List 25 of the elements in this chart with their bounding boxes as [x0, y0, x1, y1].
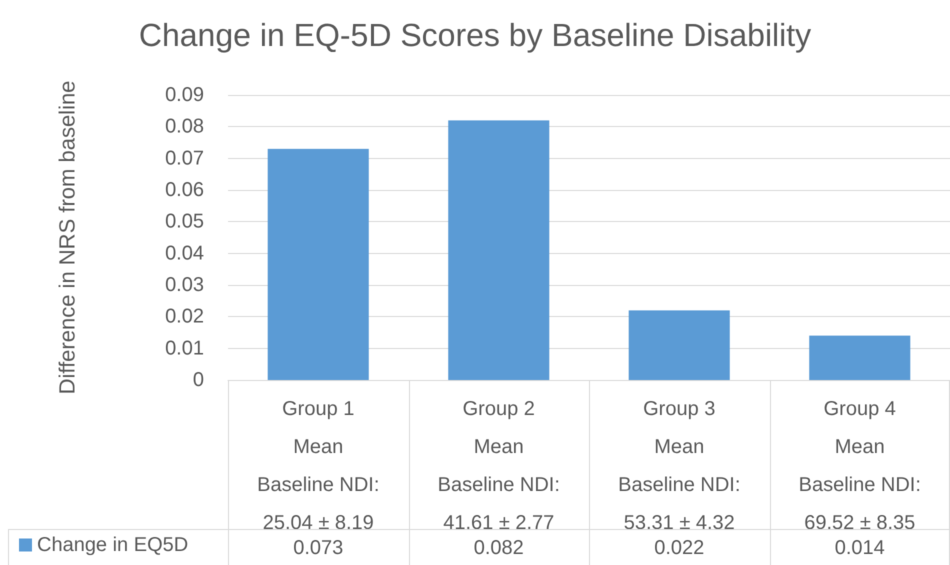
x-tick-label: Group 1 Mean Baseline NDI: 25.04 ± 8.19 — [257, 398, 380, 534]
y-axis-title: Difference in NRS from baseline — [54, 80, 80, 394]
data-label: 0.073 — [293, 537, 344, 559]
data-label: 0.014 — [834, 537, 885, 559]
y-tick-label: 0.04 — [165, 242, 204, 264]
data-label: 0.082 — [474, 537, 524, 559]
x-tick-label: Group 3 Mean Baseline NDI: 53.31 ± 4.32 — [618, 398, 740, 534]
y-tick-label: 0.03 — [165, 274, 204, 296]
legend-label: Change in EQ5D — [37, 534, 188, 556]
bar — [268, 148, 369, 380]
data-label: 0.022 — [654, 537, 704, 559]
bar — [628, 310, 730, 380]
y-tick-label: 0.09 — [165, 84, 204, 106]
y-tick-label: 0 — [192, 369, 204, 391]
x-tick-label: Group 2 Mean Baseline NDI: 41.61 ± 2.77 — [438, 398, 560, 534]
bar — [809, 336, 910, 380]
y-tick-label: 0.01 — [165, 337, 204, 360]
y-tick-label: 0.06 — [165, 179, 204, 201]
y-tick-label: 0.07 — [165, 147, 204, 170]
y-tick-label: 0.02 — [165, 306, 204, 328]
bar — [448, 120, 550, 380]
chart-title: Change in EQ-5D Scores by Baseline Disability — [138, 17, 812, 53]
y-tick-label: 0.05 — [165, 210, 204, 233]
x-tick-label: Group 4 Mean Baseline NDI: 69.52 ± 8.35 — [798, 398, 921, 534]
y-tick-label: 0.08 — [165, 116, 204, 138]
